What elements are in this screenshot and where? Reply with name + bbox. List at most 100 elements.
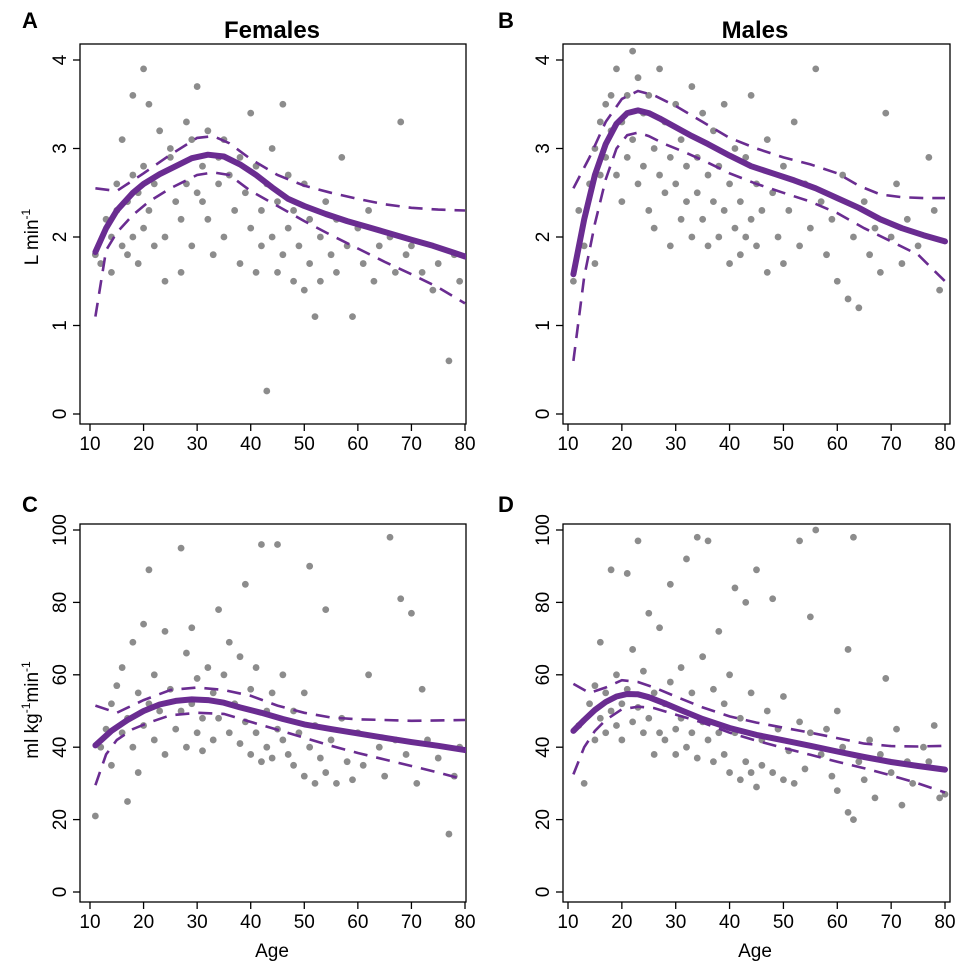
data-point <box>602 100 610 108</box>
data-point <box>699 109 707 117</box>
fit-line <box>570 691 948 773</box>
x-tick-label-b: 10 <box>557 434 578 455</box>
data-point <box>844 808 852 816</box>
data-point <box>736 776 744 784</box>
data-point <box>672 180 680 188</box>
data-point <box>742 758 750 766</box>
data-point <box>375 743 383 751</box>
data-point <box>736 251 744 259</box>
x-tick-label-a: 40 <box>240 434 261 455</box>
data-point <box>177 707 185 715</box>
data-point <box>634 74 642 82</box>
data-point <box>742 599 750 606</box>
y-tick-label-a: 0 <box>50 409 71 420</box>
panel-title-females: Females <box>224 17 320 44</box>
x-axis-title-c: Age <box>255 941 289 962</box>
data-point <box>871 224 879 232</box>
data-point <box>629 646 637 653</box>
data-point <box>747 215 755 223</box>
y-axis-title-c-sup2: -1 <box>19 661 33 672</box>
data-point <box>855 758 863 766</box>
data-point <box>183 118 190 126</box>
data-point <box>823 251 830 259</box>
data-point <box>930 722 938 729</box>
data-point <box>306 215 314 223</box>
data-point <box>607 566 615 574</box>
data-point <box>656 729 663 737</box>
data-point <box>300 286 308 294</box>
data-point <box>688 729 696 737</box>
data-point <box>806 224 814 232</box>
data-point <box>753 566 760 574</box>
data-point <box>742 153 750 161</box>
data-point <box>720 100 728 108</box>
x-tick-label-a: 80 <box>454 434 475 455</box>
data-point <box>391 269 399 276</box>
data-point <box>720 207 728 214</box>
data-point <box>677 664 685 671</box>
x-tick-label-c: 70 <box>401 912 422 933</box>
data-point <box>618 700 626 708</box>
data-point <box>247 224 255 232</box>
data-point <box>183 743 190 751</box>
data-point <box>672 725 680 733</box>
data-point <box>118 664 126 671</box>
data-point <box>252 269 260 276</box>
data-point <box>677 215 685 223</box>
data-point <box>833 707 841 715</box>
data-point <box>801 765 809 773</box>
panel-letter-d: D <box>498 492 514 517</box>
data-point <box>780 260 787 267</box>
data-point <box>823 725 830 733</box>
data-point <box>225 729 233 737</box>
data-point <box>586 700 593 708</box>
plot-frame-c <box>79 523 467 903</box>
data-point <box>252 664 260 671</box>
x-tick-label-b: 80 <box>934 434 955 455</box>
y-tick-label-d: 0 <box>533 887 554 898</box>
data-point <box>645 92 653 99</box>
data-point <box>241 189 249 197</box>
panel-letter-a: A <box>22 8 38 33</box>
data-point <box>666 678 674 686</box>
data-point <box>769 769 777 776</box>
data-point <box>683 198 690 206</box>
data-point <box>311 313 319 321</box>
y-tick-label-c: 40 <box>50 737 71 758</box>
data-point <box>268 145 276 152</box>
data-point <box>188 136 196 144</box>
data-point <box>613 671 620 679</box>
data-point <box>882 109 890 117</box>
data-point <box>231 207 239 214</box>
x-tick-label-b: 70 <box>881 434 902 455</box>
x-tick-label-a: 30 <box>187 434 208 455</box>
data-point <box>268 754 276 762</box>
data-point <box>258 541 265 548</box>
y-tick-label-d: 60 <box>533 664 554 685</box>
data-point <box>140 162 147 170</box>
data-point <box>742 233 750 241</box>
data-point <box>710 198 717 206</box>
ci-upper-line <box>94 686 466 723</box>
data-point <box>300 772 308 780</box>
data-point <box>645 714 653 722</box>
data-point <box>172 725 180 733</box>
data-point <box>672 751 680 758</box>
y-tick-label-d: 100 <box>533 514 554 546</box>
panel-a: A Females L min-1 10 20 30 40 50 60 70 80 0 1 2 3 4 <box>19 8 476 455</box>
data-point <box>720 751 728 758</box>
data-point <box>258 242 265 250</box>
data-point <box>284 751 292 758</box>
data-point <box>753 783 760 791</box>
ci-upper-line <box>572 89 945 200</box>
data-point <box>386 533 394 541</box>
data-point <box>193 729 201 737</box>
data-point <box>650 689 658 697</box>
data-point <box>936 794 944 802</box>
y-tick-label-a: 2 <box>50 232 71 243</box>
data-point <box>769 595 777 603</box>
data-point <box>602 689 610 697</box>
data-point <box>349 776 356 784</box>
data-point <box>876 269 884 276</box>
y-tick-label-b: 4 <box>533 54 554 65</box>
